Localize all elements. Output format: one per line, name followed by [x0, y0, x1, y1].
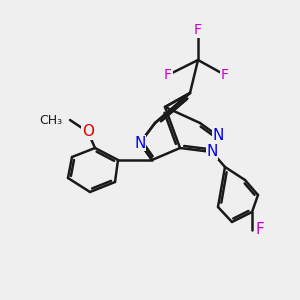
Text: F: F [194, 23, 202, 37]
Text: O: O [82, 124, 94, 140]
Text: N: N [206, 145, 218, 160]
Text: N: N [212, 128, 224, 143]
Text: CH₃: CH₃ [39, 113, 62, 127]
Text: F: F [221, 68, 229, 82]
Text: F: F [164, 68, 172, 82]
Text: N: N [134, 136, 146, 151]
Text: F: F [256, 223, 264, 238]
